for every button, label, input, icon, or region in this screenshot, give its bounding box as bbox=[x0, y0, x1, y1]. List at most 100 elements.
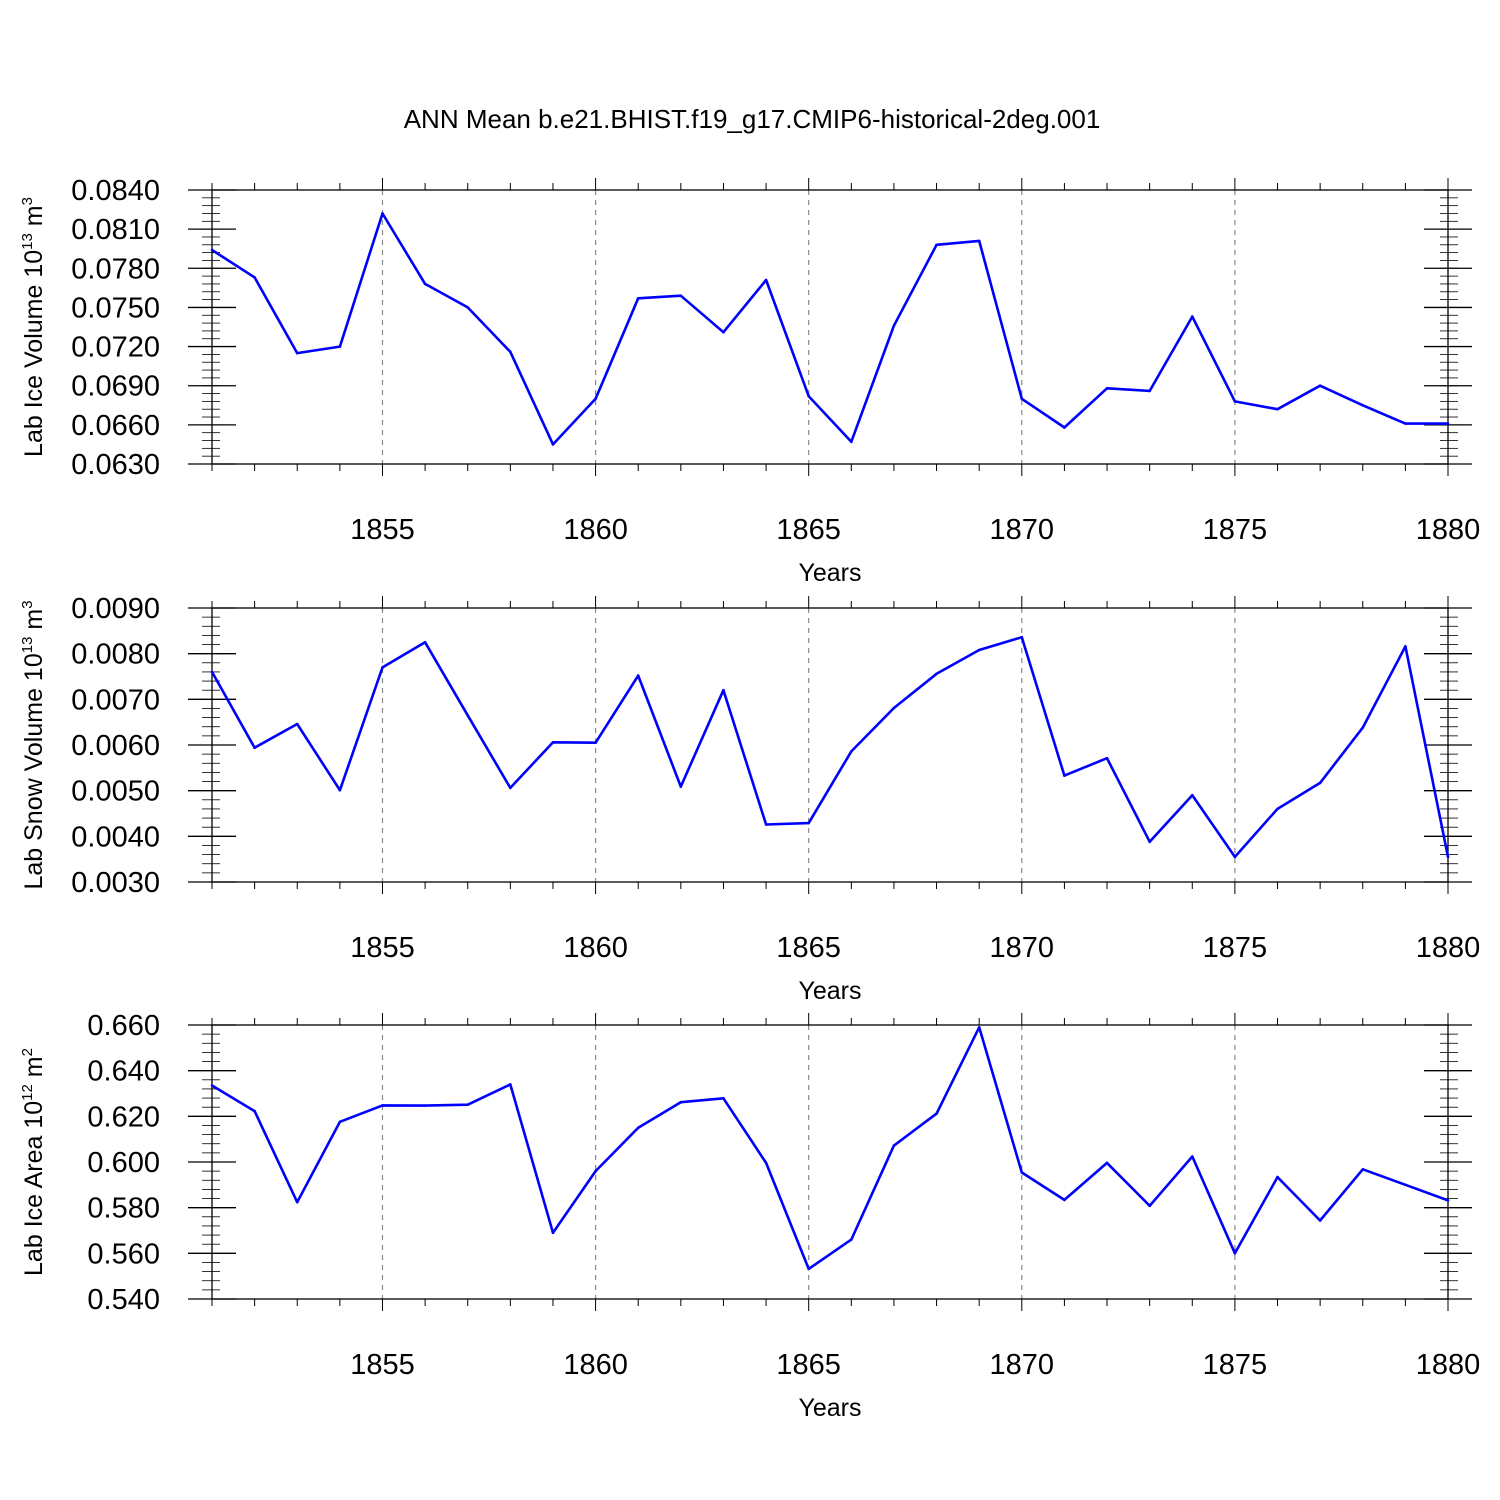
data-point bbox=[764, 1161, 768, 1165]
data-point bbox=[594, 397, 597, 401]
data-point bbox=[594, 1169, 597, 1173]
data-point bbox=[466, 306, 470, 309]
x-tick-label: 1875 bbox=[1203, 1349, 1268, 1381]
x-axis-label: Years bbox=[798, 1394, 861, 1422]
data-point bbox=[636, 674, 640, 677]
x-tick-label: 1855 bbox=[350, 932, 415, 964]
y-tick-label: 0.0750 bbox=[71, 292, 160, 324]
data-point bbox=[509, 1083, 512, 1086]
data-point bbox=[722, 1096, 725, 1100]
x-tick-label: 1855 bbox=[350, 1349, 415, 1381]
data-point bbox=[636, 296, 640, 300]
y-tick-label: 0.0060 bbox=[71, 730, 160, 762]
data-point bbox=[295, 1200, 299, 1204]
data-point bbox=[381, 1104, 384, 1107]
data-point bbox=[1233, 400, 1237, 403]
y-tick-label: 0.0630 bbox=[71, 449, 160, 481]
data-point bbox=[1148, 840, 1151, 844]
data-point bbox=[423, 282, 427, 286]
x-tick-label: 1880 bbox=[1416, 1349, 1481, 1381]
data-point bbox=[935, 1112, 938, 1115]
data-point bbox=[253, 276, 256, 279]
data-point bbox=[1148, 389, 1151, 393]
data-point bbox=[509, 786, 512, 790]
data-point bbox=[1404, 1183, 1407, 1187]
data-point bbox=[850, 750, 853, 753]
series-line bbox=[210, 635, 1450, 859]
x-tick-label: 1860 bbox=[563, 514, 628, 546]
data-point bbox=[807, 394, 810, 398]
data-point bbox=[1105, 1161, 1109, 1165]
data-point bbox=[935, 672, 938, 676]
data-point bbox=[594, 741, 597, 745]
y-axis-label: Lab Snow Volume 1013 m3 bbox=[19, 600, 48, 889]
y-tick-label: 0.0030 bbox=[71, 867, 160, 899]
series-line bbox=[211, 1026, 1449, 1271]
chart-title: ANN Mean b.e21.BHIST.f19_g17.CMIP6-histo… bbox=[404, 104, 1101, 134]
data-point bbox=[722, 688, 725, 692]
data-point bbox=[1276, 807, 1279, 811]
y-tick-label: 0.0050 bbox=[71, 776, 160, 808]
y-tick-label: 0.0780 bbox=[71, 253, 160, 285]
y-tick-label: 0.600 bbox=[87, 1147, 160, 1179]
data-point bbox=[892, 324, 896, 327]
y-axis-label: Lab Ice Area 1012 m2 bbox=[19, 1048, 48, 1276]
y-tick-label: 0.660 bbox=[87, 1010, 160, 1042]
y-tick-label: 0.0090 bbox=[71, 593, 160, 625]
data-point bbox=[1190, 793, 1194, 797]
data-point bbox=[466, 714, 470, 717]
series-line bbox=[211, 212, 1448, 446]
data-point bbox=[1361, 726, 1365, 729]
y-tick-label: 0.560 bbox=[87, 1238, 160, 1270]
data-point bbox=[1190, 315, 1194, 318]
x-tick-label: 1880 bbox=[1416, 514, 1481, 546]
data-point bbox=[722, 330, 725, 334]
data-point bbox=[850, 440, 853, 444]
data-point bbox=[1276, 407, 1279, 411]
y-tick-label: 0.620 bbox=[87, 1101, 160, 1133]
data-point bbox=[807, 1267, 810, 1271]
panel-3: 0.540 0.560 0.580 0.600 0.620 0.640 0.660 1855 1… bbox=[19, 1010, 1480, 1422]
plot-frame bbox=[211, 189, 1449, 465]
data-point bbox=[381, 666, 384, 669]
y-tick-label: 0.0810 bbox=[71, 214, 160, 246]
x-tick-label: 1865 bbox=[776, 1349, 841, 1381]
data-point bbox=[253, 746, 256, 750]
y-tick-label: 0.0690 bbox=[71, 371, 160, 403]
y-tick-label: 0.0080 bbox=[71, 639, 160, 671]
data-point bbox=[295, 351, 299, 355]
data-point bbox=[1318, 781, 1322, 785]
data-point bbox=[807, 821, 810, 825]
data-point bbox=[977, 648, 981, 652]
y-tick-label: 0.0840 bbox=[71, 175, 160, 207]
data-point bbox=[338, 1120, 342, 1124]
data-point bbox=[1446, 1199, 1450, 1202]
x-axis-label: Years bbox=[798, 559, 861, 587]
y-tick-label: 0.580 bbox=[87, 1193, 160, 1225]
data-point bbox=[1446, 855, 1450, 859]
data-point bbox=[466, 1103, 470, 1106]
x-tick-label: 1875 bbox=[1203, 514, 1268, 546]
x-tick-label: 1870 bbox=[990, 514, 1055, 546]
x-tick-label: 1860 bbox=[563, 932, 628, 964]
plot-frame bbox=[211, 607, 1449, 883]
x-tick-label: 1865 bbox=[776, 932, 841, 964]
data-point bbox=[850, 1238, 853, 1241]
x-tick-label: 1855 bbox=[350, 514, 415, 546]
data-point bbox=[1404, 422, 1407, 425]
y-axis-label: Lab Ice Volume 1013 m3 bbox=[19, 197, 48, 457]
data-point bbox=[1404, 645, 1407, 648]
y-tick-label: 0.0040 bbox=[71, 821, 160, 853]
data-point bbox=[1105, 756, 1109, 760]
data-point bbox=[423, 640, 427, 644]
data-point bbox=[1276, 1175, 1279, 1179]
data-point bbox=[1063, 426, 1066, 429]
panel-2: 0.0030 0.0040 0.0050 0.0060 0.0070 0.0080 0.00… bbox=[19, 593, 1480, 1005]
data-point bbox=[551, 443, 555, 446]
data-point bbox=[1361, 1168, 1365, 1171]
data-point bbox=[1020, 635, 1024, 639]
data-point bbox=[764, 823, 768, 826]
data-point bbox=[892, 706, 896, 710]
data-point bbox=[253, 1109, 256, 1113]
data-point bbox=[1105, 387, 1109, 390]
